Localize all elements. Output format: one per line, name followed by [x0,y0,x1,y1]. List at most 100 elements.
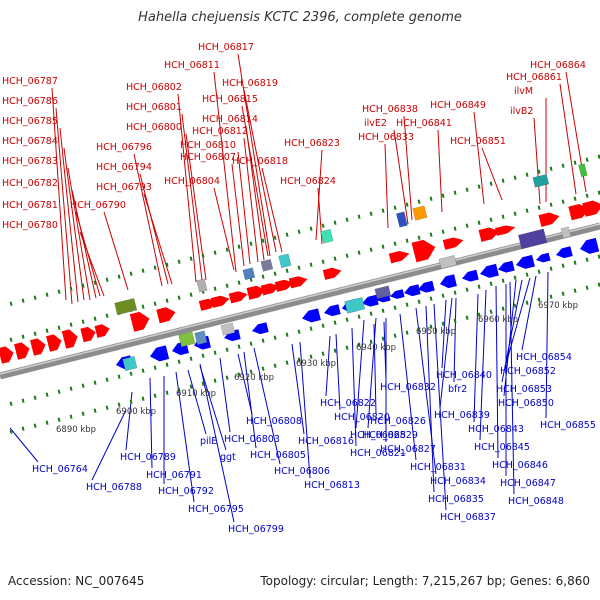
reverse-tick [369,311,373,316]
reverse-tick [405,302,409,307]
outer-forward-tick [57,289,61,294]
gene-feature-box [560,226,572,239]
forward-tick [93,316,97,321]
forward-tick [273,271,277,276]
forward-tick [513,211,517,216]
reverse-gene-label: HCH_06831 [410,462,466,473]
forward-gene-arrow [156,307,176,324]
forward-gene-leader [393,129,409,225]
gene-feature-box [278,253,292,269]
outer-reverse-tick [165,390,169,395]
reverse-gene-label: HCH_06832 [380,382,436,393]
forward-tick [57,325,61,330]
outer-reverse-tick [441,321,445,326]
outer-reverse-tick [189,384,193,389]
forward-gene-label: HCH_06817 [198,42,254,53]
reverse-gene-leader [351,327,357,447]
forward-gene-label: HCH_06787 [2,76,58,87]
outer-forward-tick [105,277,109,282]
kbp-scale-label: 6900 kbp [116,407,156,417]
forward-gene-arrow [228,291,248,304]
reverse-gene-arrow [480,263,499,278]
forward-tick [213,286,217,291]
forward-gene-label: HCH_06864 [530,60,586,71]
forward-tick [81,319,85,324]
forward-gene-label: HCH_06851 [450,136,506,147]
outer-forward-tick [237,244,241,249]
forward-gene-leader [261,167,283,253]
forward-tick [345,253,349,258]
forward-gene-label: HCH_06812 [192,126,248,137]
outer-reverse-tick [213,378,217,383]
outer-reverse-tick [561,291,565,296]
outer-forward-tick [249,241,253,246]
forward-gene-arrow [210,295,230,308]
forward-gene-label: HCH_06824 [280,176,336,187]
forward-tick [477,220,481,225]
reverse-gene-label: HCH_06808 [246,416,302,427]
outer-forward-tick [465,187,469,192]
forward-gene-leader [181,113,203,281]
reverse-gene-label: HCH_06850 [498,398,554,409]
reverse-gene-arrow [404,284,421,297]
reverse-gene-label: HCH_06827 [380,444,436,455]
outer-reverse-tick [81,411,85,416]
forward-gene-label: HCH_06818 [232,156,288,167]
outer-reverse-tick [141,396,145,401]
reverse-tick [129,371,133,376]
forward-tick [537,205,541,210]
outer-reverse-tick [345,345,349,350]
gene-feature-box [178,331,196,348]
reverse-gene-leader [441,299,447,369]
reverse-gene-label: HCH_06825 [350,430,406,441]
outer-forward-tick [525,172,529,177]
forward-gene-arrow [61,329,78,349]
outer-forward-tick [369,211,373,216]
forward-gene-label: HCH_06794 [96,162,152,173]
reverse-tick [429,296,433,301]
outer-reverse-tick [417,327,421,332]
outer-forward-tick [453,190,457,195]
forward-tick [9,337,13,342]
reverse-gene-arrow [362,294,379,307]
forward-gene-leader [243,137,259,263]
forward-gene-leader [437,129,443,213]
outer-forward-tick [117,274,121,279]
forward-tick [561,199,565,204]
forward-tick [165,298,169,303]
kbp-scale-label: 6920 kbp [234,373,274,383]
forward-gene-arrow [0,346,14,364]
reverse-tick [465,287,469,292]
outer-reverse-tick [177,387,181,392]
reverse-gene-label: HCH_06788 [86,482,142,493]
forward-gene-arrow [274,279,294,292]
gene-feature-box [122,355,138,372]
reverse-gene-arrow [440,274,457,289]
forward-tick [441,229,445,234]
forward-gene-label: ilvB2 [510,106,533,117]
reverse-gene-leader [501,279,523,383]
forward-gene-leader [79,231,105,297]
reverse-gene-label: HCH_06845 [474,442,530,453]
outer-reverse-tick [45,420,49,425]
forward-gene-arrow [388,250,410,264]
reverse-gene-leader [149,377,153,469]
outer-reverse-tick [369,339,373,344]
forward-gene-leader [67,167,91,301]
reverse-tick [537,269,541,274]
forward-gene-leader [177,93,197,283]
outer-reverse-tick [549,294,553,299]
reverse-gene-leader [175,371,195,503]
forward-tick [525,208,529,213]
reverse-gene-label: HCH_06820 [334,412,390,423]
reverse-gene-arrow [536,252,551,263]
forward-tick [237,280,241,285]
forward-gene-leader [245,125,265,261]
outer-forward-tick [45,292,49,297]
outer-reverse-tick [129,399,133,404]
reverse-tick [273,335,277,340]
forward-gene-label: HCH_06781 [2,200,58,211]
forward-gene-label: HCH_06801 [126,102,182,113]
reverse-tick [393,305,397,310]
